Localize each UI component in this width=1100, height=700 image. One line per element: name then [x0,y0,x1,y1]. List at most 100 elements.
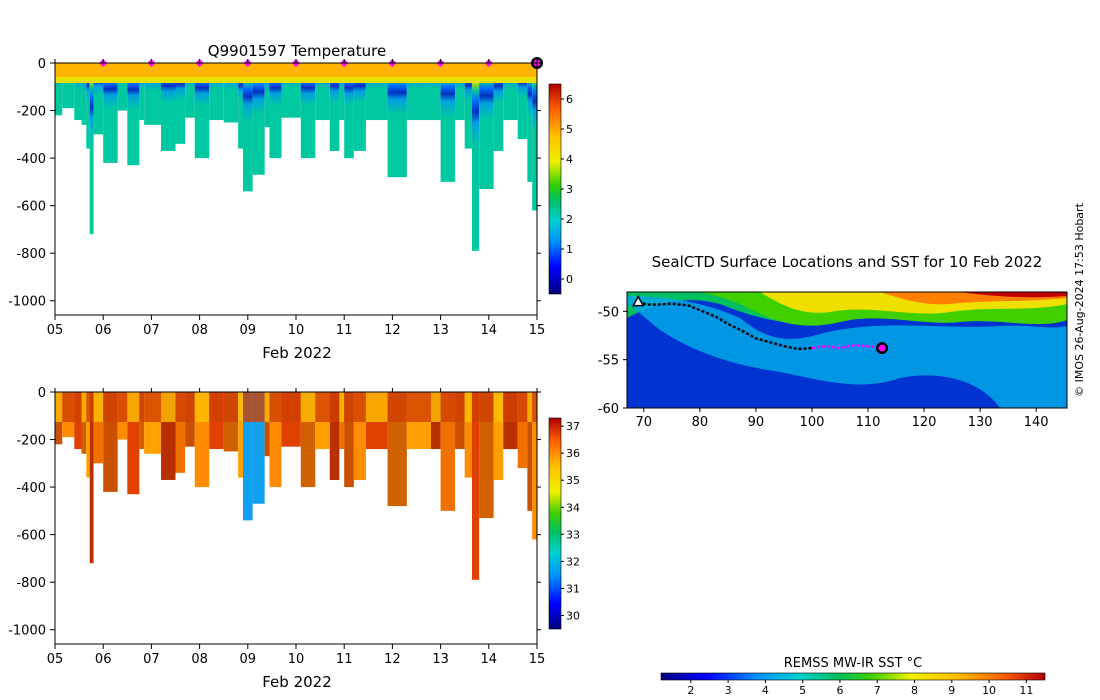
salinity-surface-layer [194,392,210,422]
temperature-profile [81,63,87,125]
salinity-surface-layer [242,392,253,422]
map-x-tick-label: 130 [968,415,993,430]
map-axes: 70 80 90 100 110 120 130 140 -50 -55 -60 [598,305,1049,430]
sst-colorbar-tick-label: 9 [948,684,955,697]
temperature-profile [185,63,195,118]
colorbar-tick-label: 5 [566,123,573,136]
y-tick-label: -600 [16,200,46,215]
temperature-profile [264,63,270,128]
colorbar-tick-label: 3 [566,183,573,196]
sst-colorbar-tick-label: 4 [762,684,769,697]
salinity-panel: 05 06 07 08 09 10 11 12 13 14 15 0 -200 -400 -600 -800 -… [8,386,580,691]
salinity-surface-layer [300,392,316,422]
salinity-surface-layer [238,392,243,422]
x-tick-label: 12 [384,652,401,667]
salinity-profile [527,392,533,511]
salinity-profile [344,392,354,488]
salinity-surface-layer [344,392,354,422]
temperature-profile [479,63,494,189]
colorbar-tick-label: 35 [566,474,580,487]
credit-text: © IMOS 26-Aug-2024 17:53 Hobart [1073,202,1086,396]
salinity-surface-layer [209,392,224,422]
temperature-profile [493,63,504,151]
sst-cool-band [627,296,1067,408]
map-x-tick-label: 100 [800,415,825,430]
salinity-surface-layer [55,392,63,422]
x-tick-label: 08 [191,652,208,667]
salinity-surface-layer [264,392,270,422]
temperature-profile [55,63,63,116]
salinity-profile [89,392,94,564]
colorbar-tick-label: 2 [566,213,573,226]
sst-colorbar [660,672,1046,681]
salinity-surface-layer [93,392,104,422]
temperature-profile [353,63,366,151]
salinity-surface-layer [252,392,265,422]
x-tick-label: 11 [336,652,353,667]
x-tick-label: 05 [47,652,64,667]
salinity-surface-layer [353,392,366,422]
temperature-profile [455,63,465,121]
sst-colorbar-tick-label: 3 [725,684,732,697]
colorbar-tick-label: 0 [566,273,573,286]
salinity-profile [471,392,480,580]
salinity-surface-layer [527,392,533,422]
y-tick-label: 0 [38,57,46,72]
salinity-surface-layer [117,392,128,422]
x-tick-label: 15 [529,323,546,338]
salinity-surface-layer [464,392,472,422]
salinity-surface-layer [62,392,75,422]
temperature-profile [74,63,82,121]
salinity-profile [242,392,253,521]
temperature-profile [252,63,265,175]
salinity-profile [93,392,104,464]
salinity-surface-layer [440,392,456,422]
sst-map-panel: SealCTD Surface Locations and SST for 10… [598,202,1086,697]
salinity-profile [517,392,528,469]
x-tick-label: 10 [288,323,305,338]
salinity-surface-layer [517,392,528,422]
salinity-profile [532,392,537,540]
x-tick-label: 11 [336,323,353,338]
salinity-surface-layer [315,392,330,422]
colorbar-tick-label: 4 [566,153,573,166]
x-tick-label: 14 [481,652,498,667]
temperature-profile [194,63,210,159]
x-tick-label: 09 [240,652,257,667]
start-marker [631,295,645,307]
colorbar-tick-label: 36 [566,447,580,460]
salinity-surface-layer [455,392,465,422]
colorbar-tick-label: 6 [566,93,573,106]
map-y-tick-label: -50 [598,305,619,320]
sst-colorbar-tick-label: 10 [982,684,996,697]
salinity-profile [464,392,472,478]
salinity-colorbar-ticks: 30 31 32 33 34 35 36 37 [561,420,580,622]
y-tick-label: -400 [16,481,46,496]
x-tick-label: 09 [240,323,257,338]
salinity-profile [175,392,186,473]
salinity-surface-layer [406,392,431,422]
salinity-surface-layer [127,392,140,422]
y-tick-label: 0 [38,386,46,401]
temperature-surface-band [55,63,537,77]
current-position-inner [878,344,886,352]
x-tick-label: 06 [95,323,112,338]
salinity-profile [329,392,340,480]
temperature-profile [387,63,407,178]
temperature-profile [329,63,340,151]
salinity-surface-layer [329,392,340,422]
temperature-profile [464,63,472,149]
x-tick-label: 05 [47,323,64,338]
salinity-xlabel: Feb 2022 [262,673,332,691]
temperature-profile [161,63,176,151]
salinity-surface-layer [269,392,282,422]
temperature-profile [139,63,145,121]
salinity-surface-layer [161,392,176,422]
x-tick-label: 15 [529,652,546,667]
colorbar-tick-label: 33 [566,528,580,541]
salinity-surface-layer [103,392,118,422]
salinity-surface-layer [503,392,518,422]
seal-track [631,295,889,355]
colorbar-tick-label: 1 [566,243,573,256]
